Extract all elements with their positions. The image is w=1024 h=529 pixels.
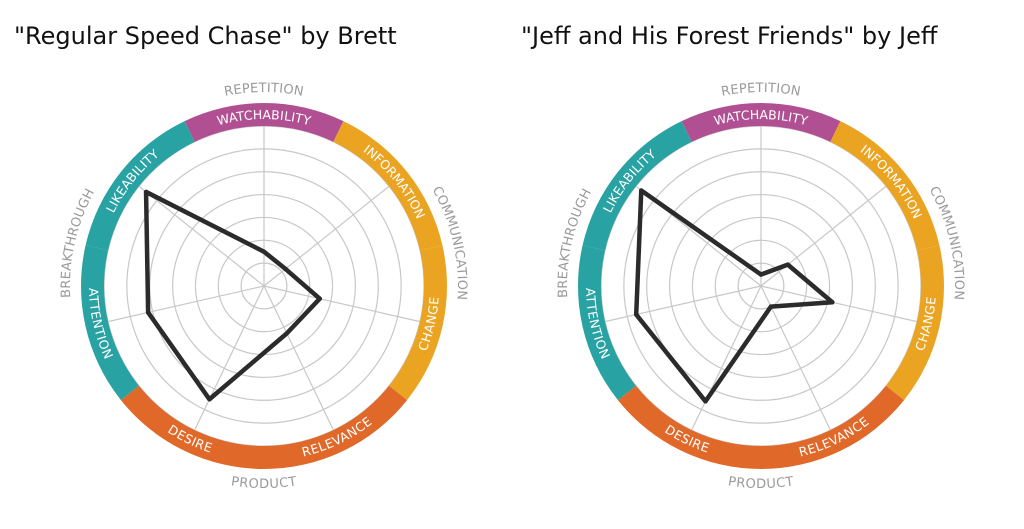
grid-spoke	[263, 285, 334, 431]
grid-spoke	[263, 285, 421, 323]
radar-chart-regular-speed-chase: WATCHABILITYINFORMATIONCHANGERELEVANCEDE…	[58, 80, 469, 492]
chart-title-regular-speed-chase: "Regular Speed Chase" by Brett	[14, 22, 397, 50]
band-label-likeability: LIKEABILITY	[599, 146, 658, 215]
data-point-likeability	[143, 189, 149, 195]
radar-chart-jeff-forest-friends: WATCHABILITYINFORMATIONCHANGERELEVANCEDE…	[555, 80, 966, 492]
band-likeability	[582, 121, 692, 251]
group-label-repetition: REPETITION	[223, 80, 305, 99]
data-point-information	[283, 266, 288, 272]
data-point-change	[830, 300, 835, 305]
band-information	[333, 121, 443, 251]
group-label-product: PRODUCT	[230, 474, 298, 492]
band-relevance	[264, 385, 408, 469]
data-point-desire	[207, 397, 212, 402]
band-change	[886, 245, 944, 401]
group-label-product: PRODUCT	[727, 474, 795, 492]
data-point-relevance	[284, 331, 290, 336]
band-change	[389, 245, 447, 401]
grid-spoke	[138, 185, 265, 287]
band-label-information: INFORMATION	[858, 141, 926, 221]
grid-spoke	[760, 285, 918, 323]
group-label-repetition: REPETITION	[720, 80, 802, 99]
band-label-attention: ATTENTION	[583, 288, 613, 362]
band-label-watchability: WATCHABILITY	[215, 106, 313, 127]
data-point-change	[317, 296, 322, 301]
band-watchability	[681, 103, 841, 142]
band-label-watchability: WATCHABILITY	[712, 106, 810, 127]
grid-spoke	[691, 285, 762, 431]
band-relevance	[761, 385, 905, 469]
data-point-attention	[634, 312, 639, 317]
grid-spoke	[604, 285, 762, 323]
band-likeability	[85, 121, 195, 251]
data-point-relevance	[768, 304, 774, 309]
data-point-likeability	[639, 188, 644, 193]
chart-title-jeff-forest-friends: "Jeff and His Forest Friends" by Jeff	[521, 22, 938, 50]
grid-spoke	[760, 185, 887, 287]
band-information	[830, 121, 940, 251]
band-watchability	[184, 103, 344, 142]
band-label-likeability: LIKEABILITY	[102, 146, 161, 215]
data-point-attention	[145, 310, 151, 315]
band-attention	[578, 245, 636, 401]
data-point-desire	[703, 399, 708, 404]
band-attention	[81, 245, 139, 401]
data-polygon	[143, 189, 322, 402]
data-point-watchability	[758, 272, 764, 277]
grid-spoke	[194, 285, 265, 431]
grid-spoke	[760, 285, 831, 431]
grid-spoke	[107, 285, 265, 323]
grid-spoke	[263, 185, 390, 287]
band-label-attention: ATTENTION	[86, 288, 116, 362]
band-desire	[120, 385, 264, 469]
data-polygon	[633, 188, 835, 404]
band-label-information: INFORMATION	[361, 141, 429, 221]
band-desire	[617, 385, 761, 469]
data-point-information	[785, 262, 791, 267]
data-point-watchability	[261, 249, 267, 254]
